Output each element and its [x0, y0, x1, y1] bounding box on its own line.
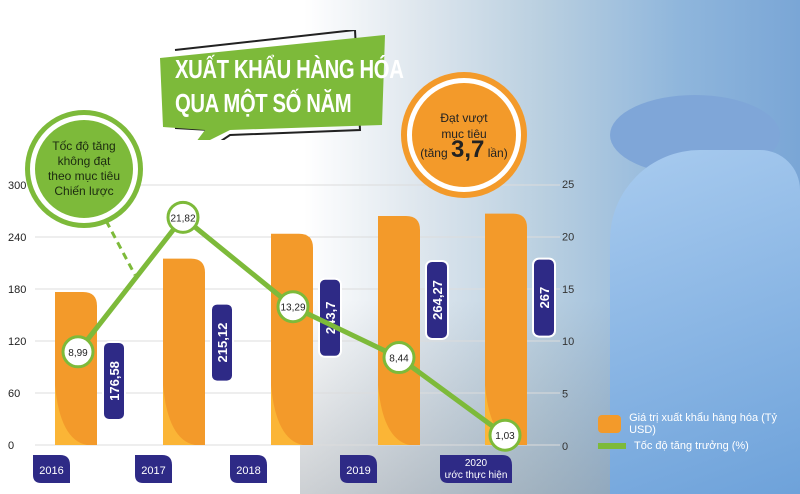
bar — [55, 291, 97, 445]
growth-point — [488, 418, 522, 452]
growth-value-label: 1,03 — [495, 431, 515, 442]
callout-line: Đạt vượt — [440, 110, 488, 125]
bar-value-label: 267 — [537, 287, 552, 309]
left-axis-tick-label: 120 — [8, 336, 26, 348]
growth-point — [276, 290, 310, 324]
bar — [378, 215, 420, 445]
left-axis-tick-label: 60 — [8, 388, 20, 400]
title-line-1: XUẤT KHẨU HÀNG HÓA — [175, 54, 404, 84]
legend-label-line: Tốc độ tăng trưởng (%) — [634, 440, 749, 452]
left-axis-tick-label: 0 — [8, 440, 14, 452]
left-axis-tick-label: 240 — [8, 232, 26, 244]
category-label-box — [33, 455, 70, 483]
callout-line: Tốc độ tăng — [52, 139, 116, 153]
bar-value-label: 264,27 — [430, 280, 445, 320]
title-speech-bubble — [160, 30, 385, 140]
callout-value: 3,7 — [450, 135, 485, 163]
category-label-box — [440, 455, 512, 483]
bar-highlight — [271, 385, 303, 445]
category-label: 2017 — [141, 465, 165, 477]
right-axis-tick-label: 0 — [562, 441, 568, 453]
category-label: 2016 — [39, 465, 63, 477]
callout-suffix: lần) — [487, 145, 508, 160]
callout-prefix: (tăng — [420, 145, 448, 160]
growth-value-label: 8,44 — [389, 354, 409, 365]
left-axis-tick-label: 300 — [8, 180, 26, 192]
legend-label-bar: Giá trị xuất khẩu hàng hóa (Tỷ USD) — [629, 412, 778, 436]
bar-value-box — [210, 302, 234, 383]
legend-item-bar: Giá trị xuất khẩu hàng hóa (Tỷ USD) — [598, 412, 800, 436]
right-axis-tick-label: 5 — [562, 389, 568, 401]
bar — [271, 233, 313, 445]
bar-highlight — [378, 385, 410, 445]
category-label: ước thực hiện — [445, 470, 508, 481]
right-axis-tick-label: 10 — [562, 336, 574, 348]
title-line-2: QUA MỘT SỐ NĂM — [175, 88, 352, 118]
bar-value-box — [532, 257, 556, 338]
legend-item-line: Tốc độ tăng trưởng (%) — [598, 440, 749, 452]
category-label: 2019 — [346, 465, 370, 477]
right-axis-tick-label: 15 — [562, 284, 574, 296]
category-label: 2020 — [465, 458, 488, 469]
left-axis-tick-label: 180 — [8, 284, 26, 296]
bar-value-label: 176,58 — [107, 361, 122, 401]
growth-value-label: 13,29 — [280, 303, 305, 314]
legend-swatch-line — [598, 443, 626, 449]
growth-value-label: 21,82 — [170, 213, 195, 224]
category-label: 2018 — [236, 465, 260, 477]
bar-highlight — [163, 385, 195, 445]
legend-swatch-bar — [598, 415, 622, 433]
chart-title: XUẤT KHẨU HÀNG HÓA QUA MỘT SỐ NĂM — [175, 52, 404, 120]
callout-line: không đạt — [57, 154, 111, 168]
bar-value-box — [425, 259, 449, 340]
bar-highlight — [55, 385, 87, 445]
target-exceeded-callout: Đạt vượt mục tiêu (tăng 3,7 lần) — [407, 78, 521, 192]
growth-not-met-callout: Tốc độ tăng không đạt theo mục tiêu Chiế… — [30, 115, 138, 223]
callout-line: Chiến lược — [54, 184, 114, 198]
growth-point — [61, 335, 95, 369]
growth-value-label: 8,99 — [68, 348, 88, 359]
growth-point — [166, 200, 200, 234]
category-label-box — [230, 455, 267, 483]
bar — [485, 213, 527, 445]
growth-point — [382, 341, 416, 375]
bar — [163, 258, 205, 445]
right-axis-tick-label: 25 — [562, 179, 574, 191]
callout-line: theo mục tiêu — [47, 169, 121, 183]
category-label-box — [340, 455, 377, 483]
bar-value-box — [102, 340, 126, 421]
bar-value-label: 215,12 — [215, 323, 230, 363]
right-axis-tick-label: 20 — [562, 231, 574, 243]
callout-line: mục tiêu — [441, 126, 487, 141]
worker-photo — [610, 150, 800, 494]
category-label-box — [135, 455, 172, 483]
